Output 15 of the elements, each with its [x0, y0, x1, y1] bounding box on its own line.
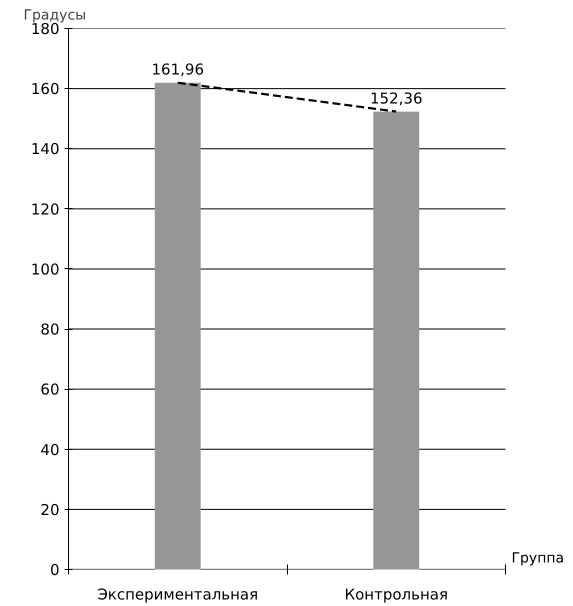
x-axis-title: Группа	[512, 550, 564, 566]
x-tick-label: Контрольная	[344, 586, 448, 604]
y-tick-label: 40	[40, 440, 60, 459]
y-tick-label: 100	[30, 260, 60, 278]
y-axis-title: Градусы	[24, 8, 86, 24]
data-label: 152,36	[370, 90, 423, 108]
data-label: 161,96	[152, 60, 204, 79]
y-tick-label: 60	[40, 380, 60, 399]
y-tick-label: 80	[40, 320, 60, 339]
x-tick-label: Экспериментальная	[97, 586, 258, 604]
y-tick-label: 20	[40, 500, 60, 519]
y-tick-label: 0	[50, 561, 60, 579]
y-tick-label: 120	[30, 200, 60, 218]
y-tick-label: 140	[30, 140, 60, 158]
y-tick-label: 160	[30, 80, 60, 98]
